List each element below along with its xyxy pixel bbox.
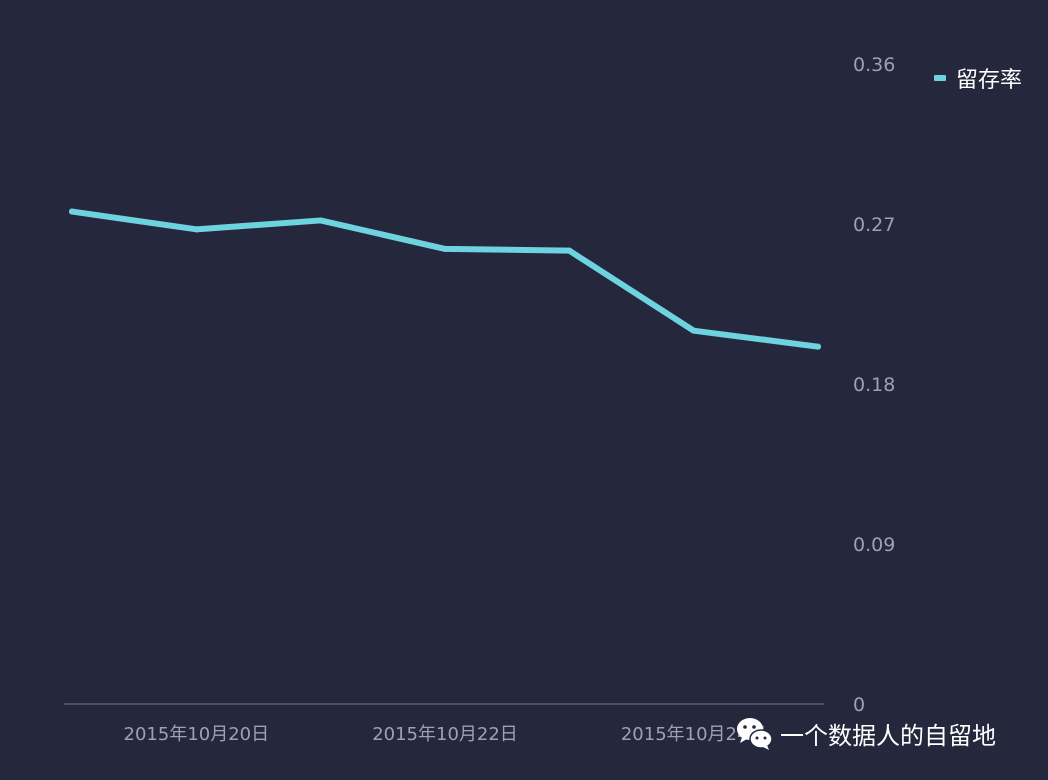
- x-tick-label: 2015年10月24日: [621, 724, 767, 745]
- y-tick-label: 0.09: [853, 534, 895, 556]
- x-tick-label: 2015年10月22日: [372, 724, 518, 745]
- y-tick-label: 0.27: [853, 214, 895, 236]
- data-point[interactable]: [193, 226, 200, 233]
- data-point[interactable]: [690, 327, 697, 334]
- y-axis-ticks: 0 0.09 0.18 0.27 0.36: [853, 54, 895, 716]
- legend-swatch: [934, 75, 946, 81]
- y-tick-label: 0.36: [853, 54, 895, 76]
- series-group: [69, 208, 821, 350]
- legend[interactable]: 留存率: [934, 62, 1022, 94]
- wechat-icon: [737, 718, 773, 750]
- watermark: 一个数据人的自留地: [734, 713, 996, 753]
- x-tick-label: 2015年10月20日: [124, 724, 270, 745]
- x-axis-ticks: 2015年10月20日 2015年10月22日 2015年10月24日: [124, 724, 767, 745]
- data-point[interactable]: [317, 217, 324, 224]
- data-point[interactable]: [69, 208, 75, 215]
- y-tick-label: 0: [853, 694, 865, 716]
- watermark-text: 一个数据人的自留地: [780, 721, 996, 750]
- series-line[interactable]: [69, 208, 821, 350]
- y-tick-label: 0.18: [853, 374, 895, 396]
- data-point[interactable]: [566, 247, 573, 254]
- data-point[interactable]: [815, 343, 821, 350]
- data-point[interactable]: [442, 245, 448, 252]
- legend-label: 留存率: [956, 68, 1023, 93]
